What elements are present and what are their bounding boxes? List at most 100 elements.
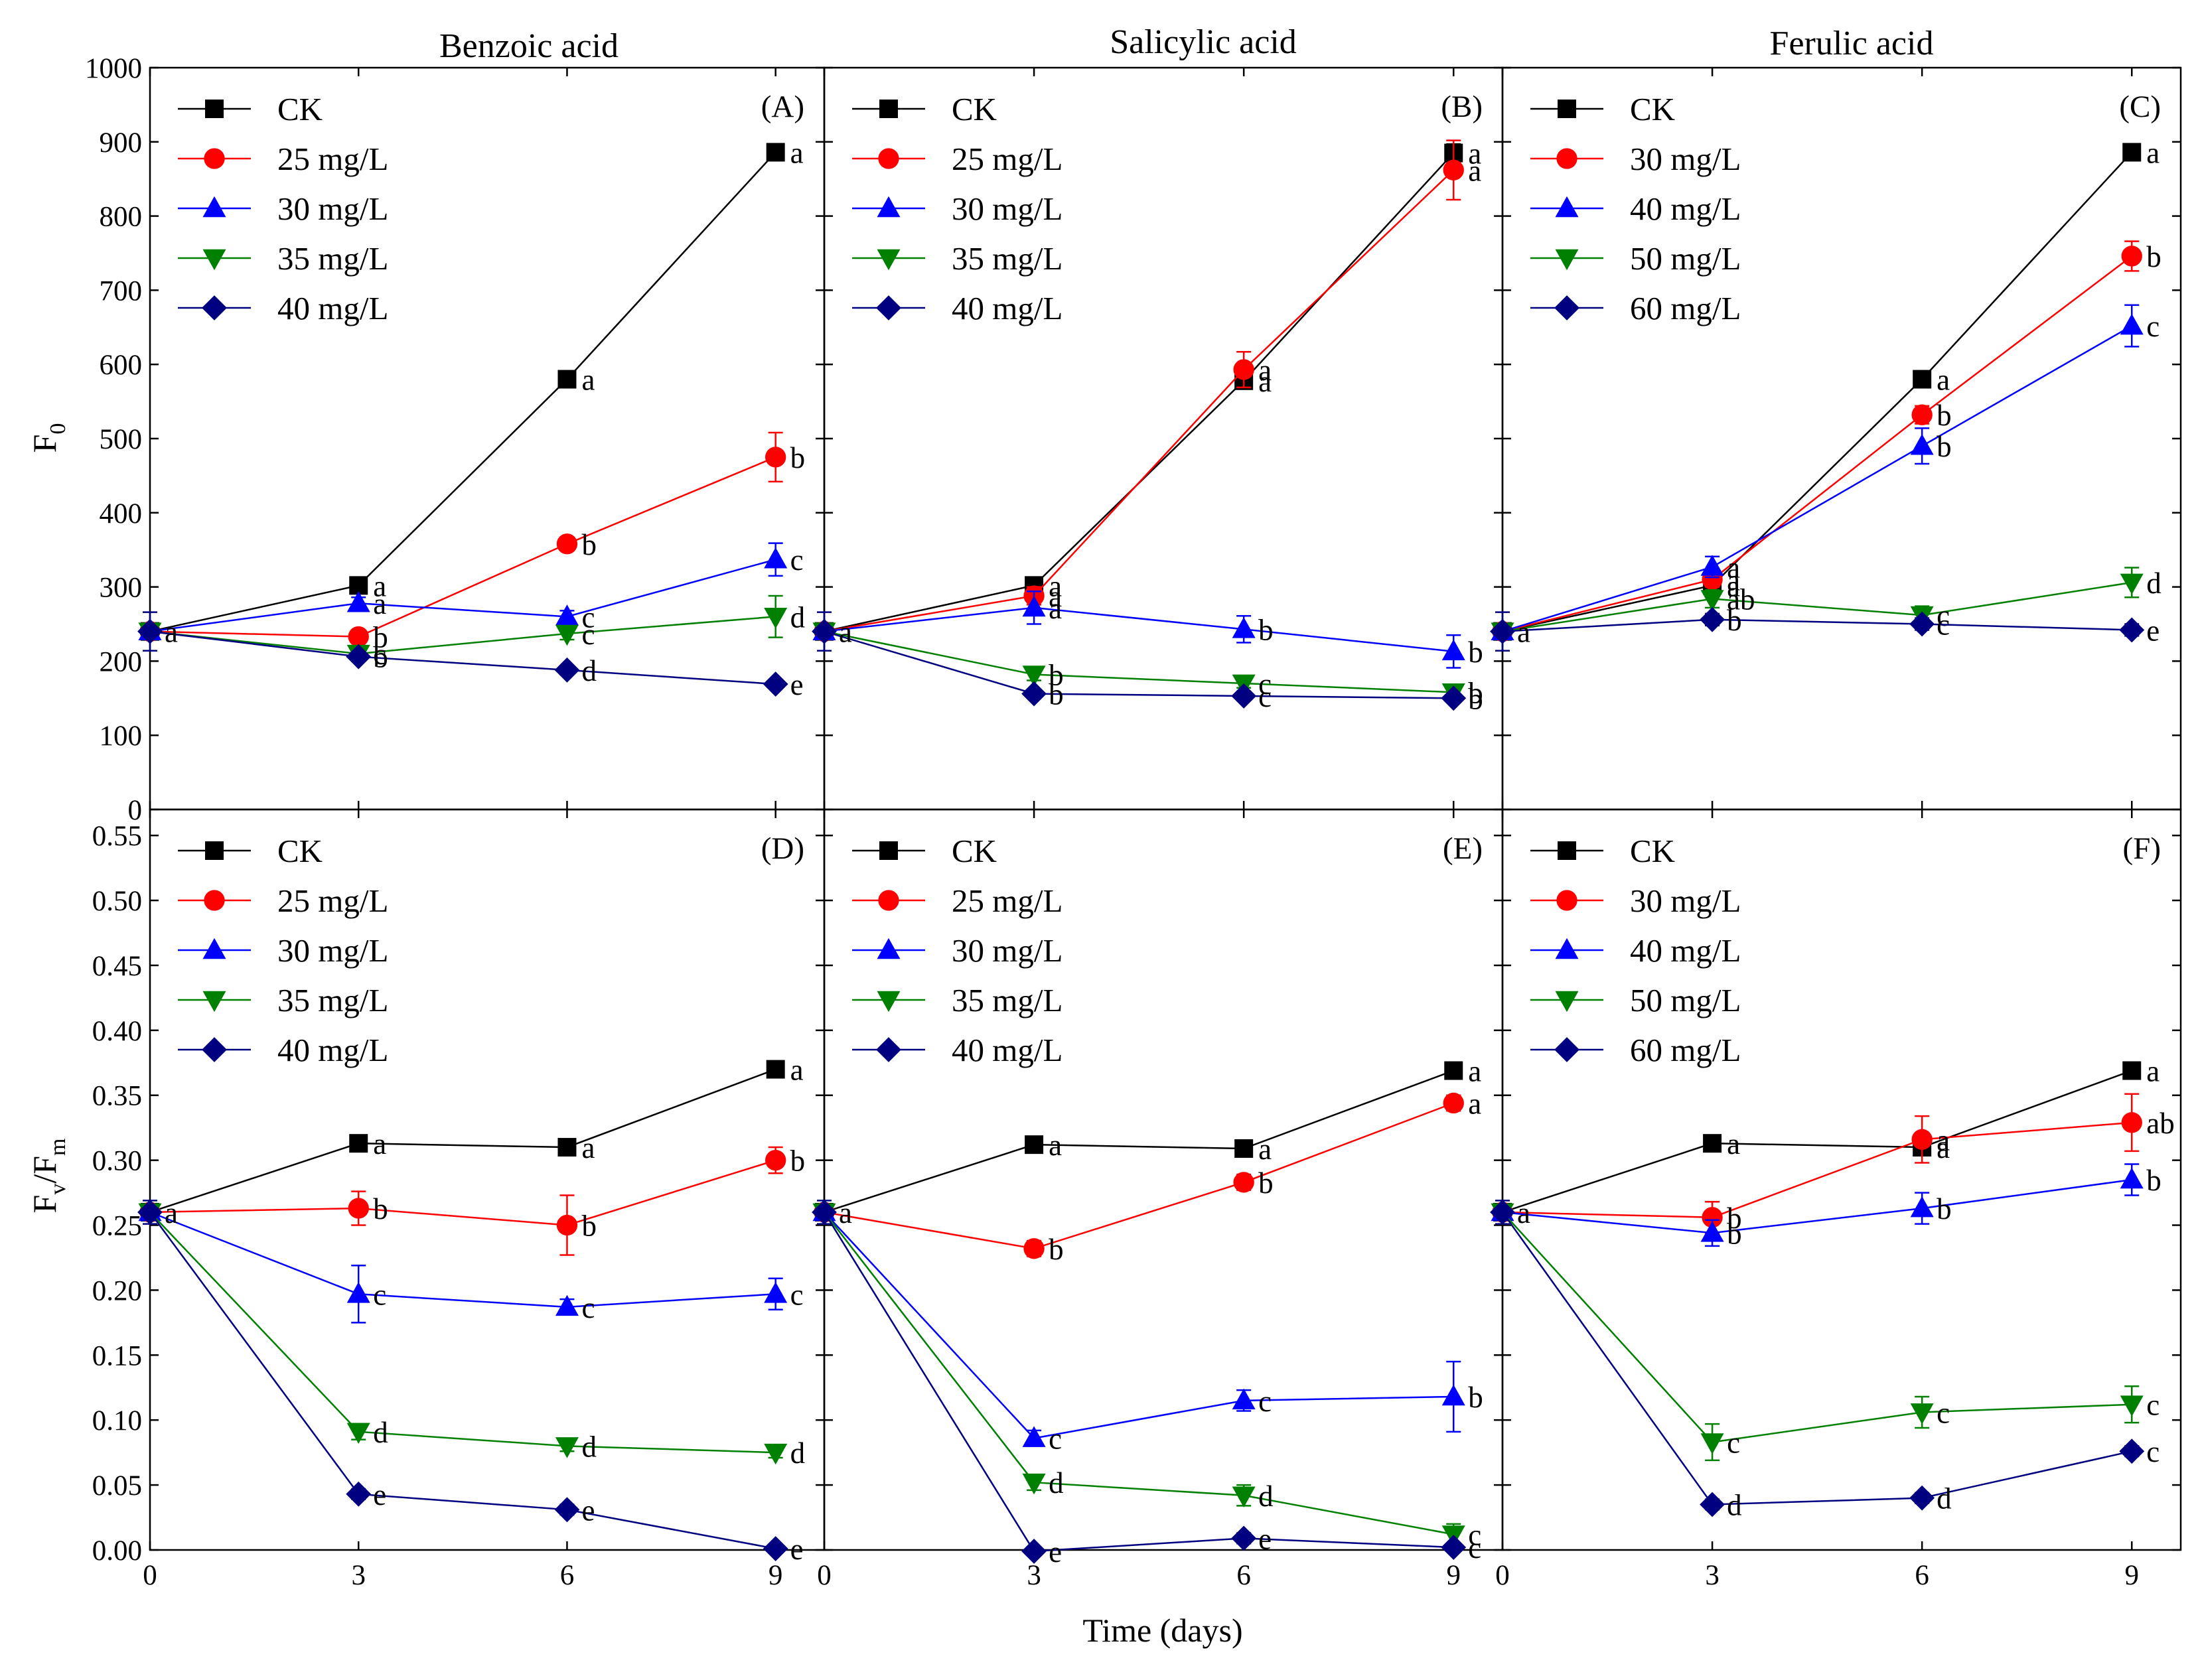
data-point — [2122, 1061, 2142, 1080]
series-1: abb — [1492, 240, 2161, 642]
significance-label: e — [1258, 1522, 1272, 1555]
series-line — [824, 1102, 1454, 1250]
y-tick-label: 0.20 — [92, 1275, 142, 1306]
data-point — [1441, 639, 1465, 661]
series-line — [149, 630, 776, 685]
data-point — [2120, 1395, 2144, 1417]
data-point — [1022, 595, 1046, 617]
y-tick-label: 0.40 — [92, 1016, 142, 1047]
data-point — [556, 1214, 578, 1236]
data-point — [764, 1443, 788, 1465]
significance-label: c — [1937, 1396, 1950, 1429]
series-line — [1502, 618, 2132, 632]
series-line — [824, 630, 1454, 699]
data-point — [557, 370, 577, 389]
series-2: abc — [1491, 304, 2160, 640]
significance-label: d — [1258, 1480, 1274, 1513]
legend-label: 30 mg/L — [952, 190, 1062, 227]
y-tick-label: 600 — [100, 350, 143, 381]
data-point — [1911, 1129, 1933, 1150]
x-tick-label: 3 — [351, 1560, 366, 1591]
series-line — [823, 1212, 1454, 1553]
significance-label: b — [1937, 399, 1952, 432]
series-1: bba — [814, 1087, 1481, 1266]
significance-label: c — [1258, 667, 1272, 701]
significance-label: d — [1049, 1466, 1064, 1500]
data-point — [1443, 159, 1464, 180]
significance-label: c — [1049, 1423, 1062, 1456]
data-point — [346, 644, 372, 669]
legend-label: 40 mg/L — [277, 1032, 388, 1068]
legend-marker — [1554, 1037, 1579, 1062]
series-line — [149, 1212, 776, 1550]
legend-label: 60 mg/L — [1630, 290, 1741, 326]
significance-label: a — [165, 1196, 178, 1229]
series-line — [824, 630, 1454, 693]
x-tick-label: 3 — [1705, 1560, 1720, 1591]
data-point — [1909, 1485, 1935, 1511]
y-axis-label-fv-fm: Fv/Fm — [26, 1139, 70, 1214]
legend-marker — [877, 196, 901, 218]
significance-label: c — [790, 1278, 804, 1311]
significance-label: b — [1468, 1381, 1483, 1414]
y-tick-label: 0.35 — [92, 1081, 142, 1112]
significance-label: a — [1727, 551, 1740, 584]
data-point — [1441, 1384, 1465, 1406]
data-point — [1490, 1200, 1515, 1225]
data-point — [1232, 1388, 1256, 1410]
significance-label: b — [1258, 1166, 1274, 1200]
significance-label: a — [839, 616, 852, 649]
y-tick-label: 0.45 — [92, 951, 142, 982]
data-point — [346, 1481, 372, 1507]
series-line — [149, 1212, 776, 1454]
significance-label: a — [165, 616, 178, 649]
series-3: c c c — [1491, 1203, 2160, 1462]
significance-label: d — [581, 654, 597, 687]
legend-label: 35 mg/L — [277, 982, 388, 1018]
legend-label: 30 mg/L — [277, 190, 388, 227]
legend-marker — [878, 148, 899, 169]
significance-label: c — [1468, 1531, 1481, 1565]
data-point — [1231, 683, 1257, 709]
significance-label: b — [1937, 1192, 1952, 1225]
significance-label: a — [1258, 1133, 1272, 1166]
legend-label: CK — [277, 833, 323, 869]
legend-label: 50 mg/L — [1630, 982, 1741, 1018]
series-line — [149, 1211, 776, 1308]
data-point — [2121, 245, 2142, 267]
legend-label: 25 mg/L — [277, 141, 388, 177]
significance-label: c — [581, 1291, 595, 1324]
y-tick-label: 0.15 — [92, 1340, 142, 1371]
significance-label: a — [1258, 365, 1272, 398]
legend-marker — [1555, 196, 1579, 218]
significance-label: b — [790, 441, 806, 474]
legend-label: CK — [952, 91, 997, 127]
significance-label: b — [1049, 1233, 1064, 1266]
series-line — [1501, 1212, 2132, 1505]
data-point — [766, 143, 785, 162]
significance-label: a — [581, 1131, 595, 1164]
significance-label: e — [1049, 1535, 1062, 1569]
significance-label: d — [581, 1430, 597, 1463]
significance-label: c — [1258, 1385, 1272, 1418]
x-tick-label: 9 — [1446, 1560, 1461, 1591]
significance-label: b — [790, 1145, 806, 1178]
significance-label: b — [1468, 682, 1483, 715]
significance-label: b — [1468, 636, 1483, 669]
data-point — [812, 1200, 837, 1225]
data-point — [1444, 1061, 1463, 1080]
significance-label: b — [1258, 613, 1274, 646]
y-tick-label: 300 — [100, 573, 143, 604]
significance-label: a — [1049, 1129, 1062, 1162]
series-line — [149, 456, 776, 638]
significance-label: a — [373, 569, 386, 602]
data-point — [1231, 1525, 1257, 1551]
panel-label: (A) — [761, 90, 804, 124]
series-line — [149, 151, 776, 632]
legend-label: 35 mg/L — [952, 240, 1062, 277]
legend-marker — [1556, 890, 1577, 911]
data-point — [2119, 1438, 2145, 1464]
data-point — [765, 447, 786, 468]
legend-marker — [202, 991, 226, 1013]
